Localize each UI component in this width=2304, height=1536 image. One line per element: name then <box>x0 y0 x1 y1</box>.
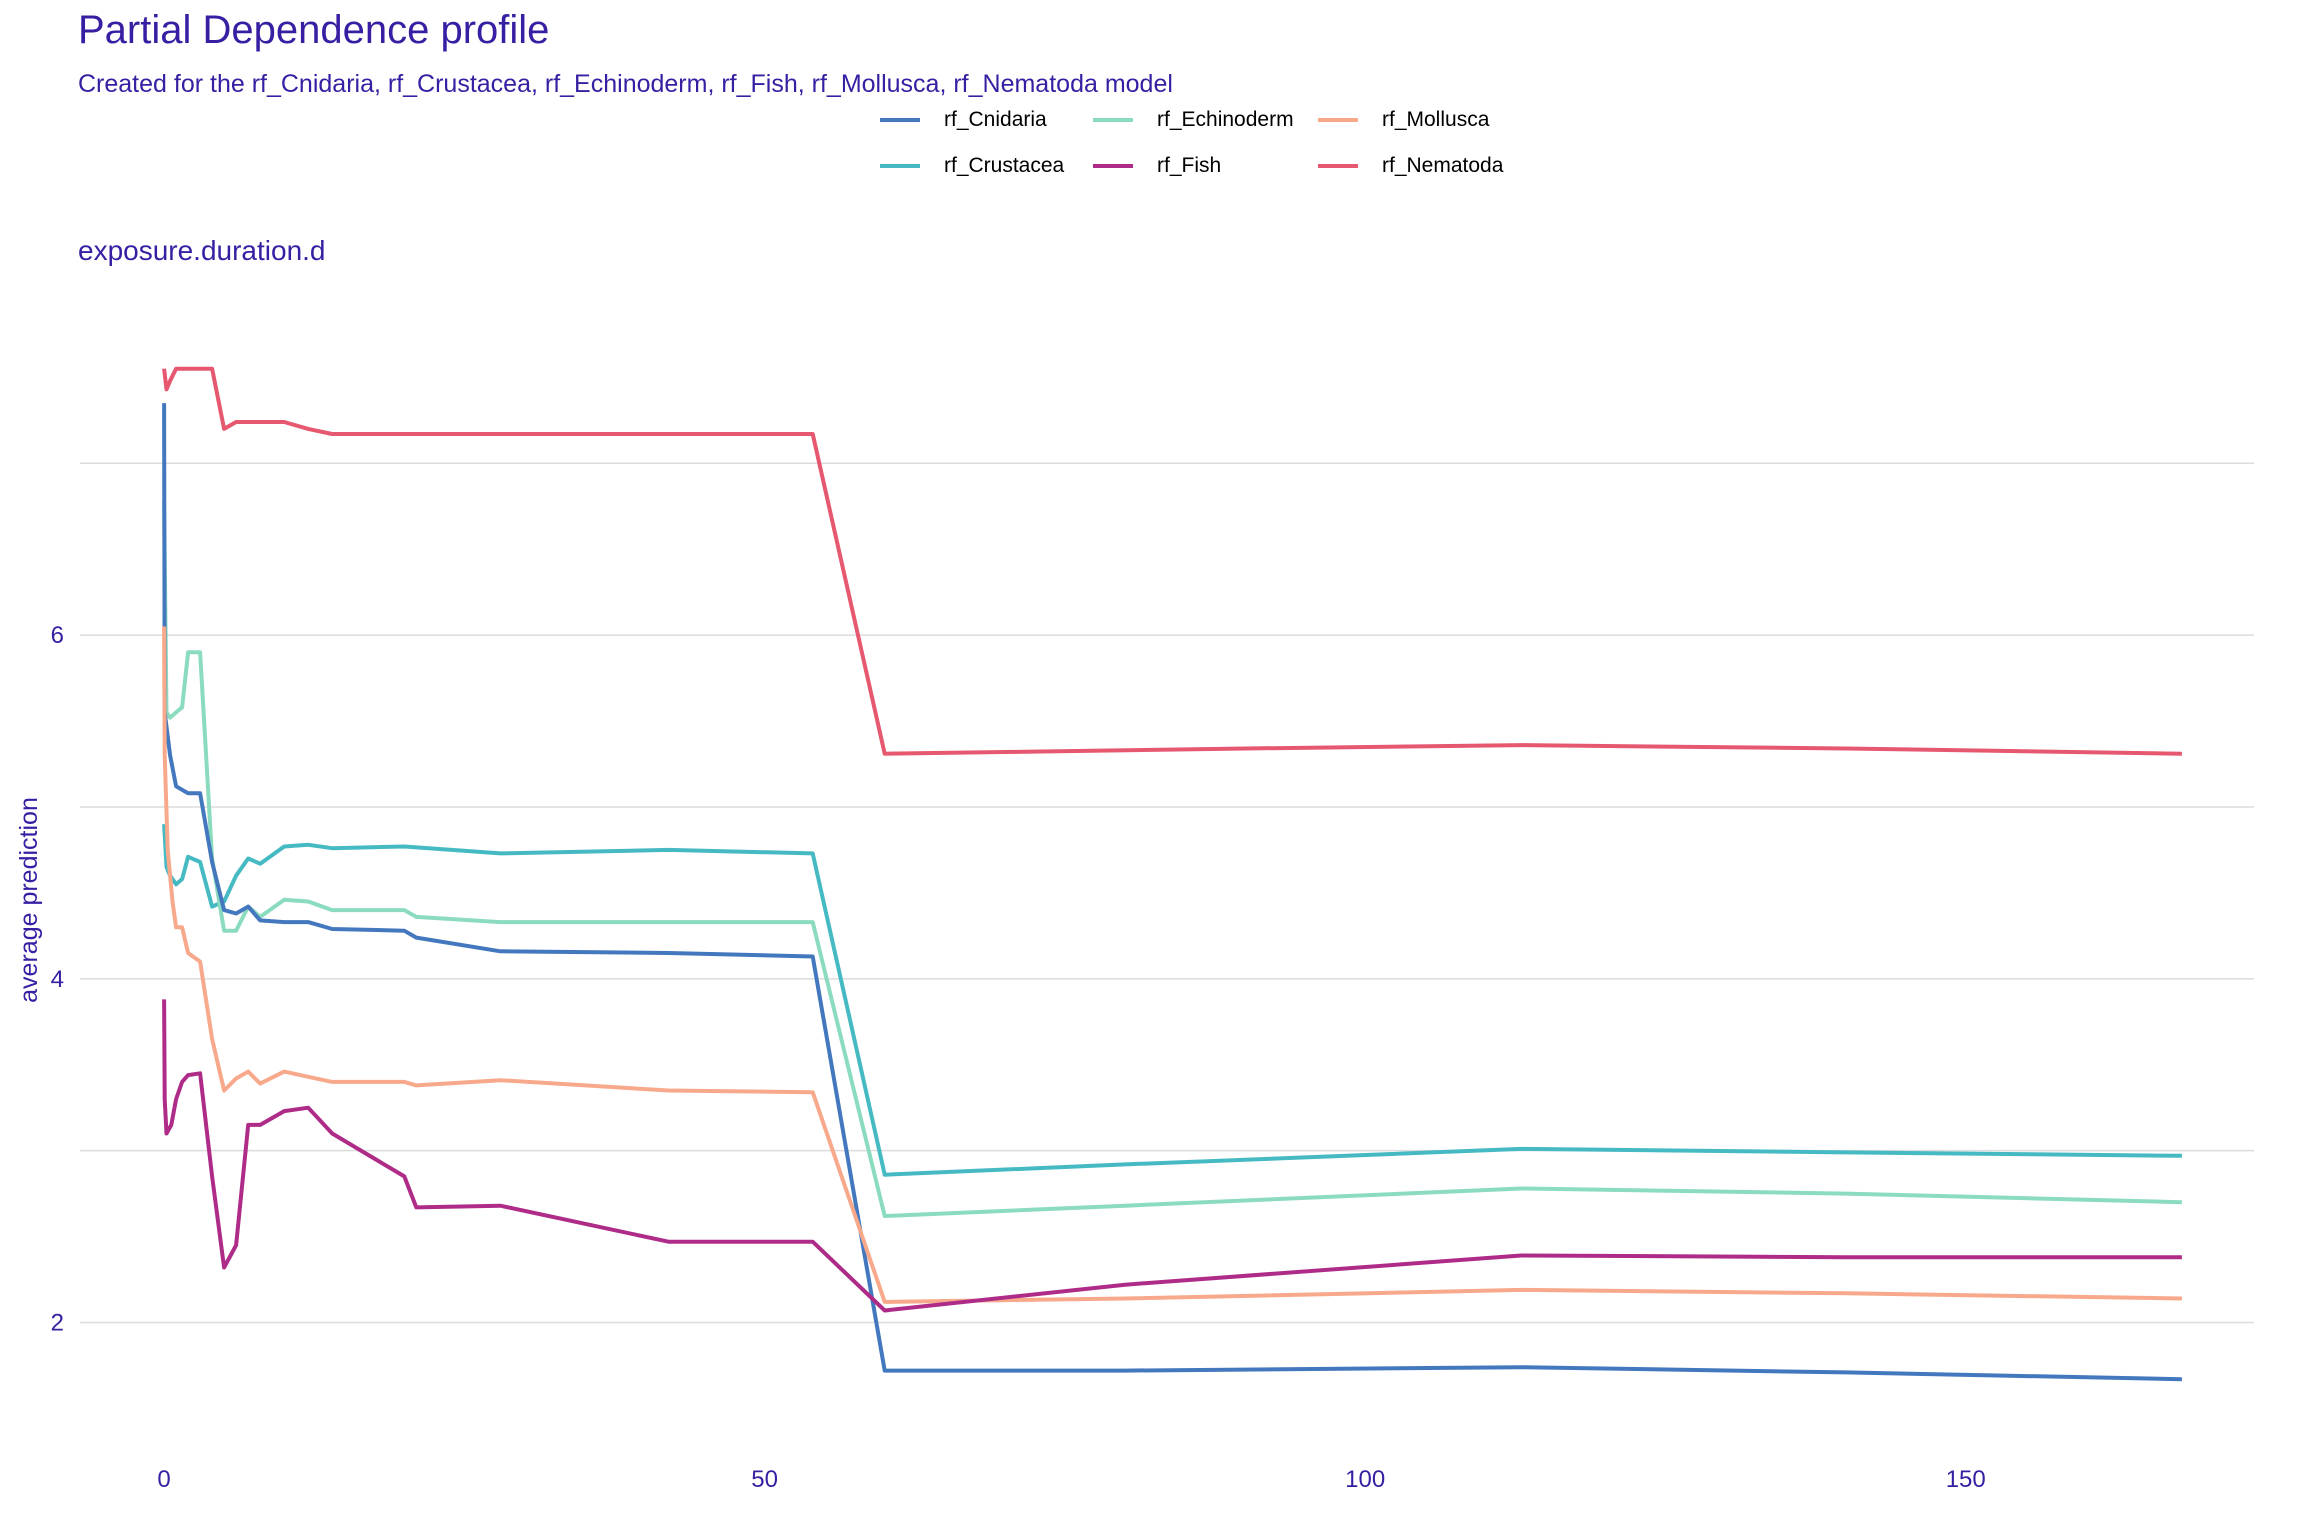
x-tick-label: 50 <box>751 1466 778 1493</box>
series-line-rf-echinoderm <box>162 501 2182 1218</box>
legend-item-rf-echinoderm: rf_Echinoderm <box>1093 108 1294 132</box>
legend: rf_Cnidaria rf_Echinoderm rf_Mollusca rf… <box>880 108 1540 188</box>
legend-label: rf_Nematoda <box>1382 154 1504 177</box>
series-line-rf-crustacea <box>162 823 2182 1177</box>
legend-item-rf-crustacea: rf_Crustacea <box>880 154 1064 178</box>
legend-item-rf-mollusca: rf_Mollusca <box>1318 108 1489 132</box>
y-tick-label: 4 <box>51 966 64 993</box>
legend-label: rf_Crustacea <box>944 154 1065 177</box>
y-tick-label: 6 <box>51 622 64 649</box>
x-tick-labels: 0 50 100 150 <box>157 1466 1985 1493</box>
series-line-rf-cnidaria <box>162 403 2182 1382</box>
x-tick-label: 150 <box>1946 1466 1986 1493</box>
legend-label: rf_Fish <box>1157 154 1222 177</box>
series-line-rf-mollusca <box>162 626 2182 1304</box>
y-tick-labels: 2 4 6 <box>51 622 64 1336</box>
legend-item-rf-nematoda: rf_Nematoda <box>1318 154 1503 178</box>
chart-subtitle: Created for the rf_Cnidaria, rf_Crustace… <box>78 70 1173 98</box>
legend-item-rf-cnidaria: rf_Cnidaria <box>880 108 1047 132</box>
legend-swatch <box>1318 164 1358 168</box>
legend-swatch <box>880 164 920 168</box>
legend-swatch <box>880 118 920 122</box>
legend-label: rf_Cnidaria <box>944 108 1047 131</box>
legend-label: rf_Echinoderm <box>1157 108 1294 131</box>
legend-swatch <box>1318 118 1358 122</box>
series-line-rf-nematoda <box>162 366 2182 756</box>
legend-swatch <box>1093 164 1133 168</box>
x-tick-label: 0 <box>157 1466 170 1493</box>
y-axis-title: average prediction <box>15 797 43 1003</box>
legend-label: rf_Mollusca <box>1382 108 1490 131</box>
chart-title: Partial Dependence profile <box>78 8 550 52</box>
legend-item-rf-fish: rf_Fish <box>1093 154 1221 178</box>
legend-swatch <box>1093 118 1133 122</box>
y-tick-label: 2 <box>51 1310 64 1337</box>
facet-label: exposure.duration.d <box>78 235 326 266</box>
gridlines <box>80 462 2254 1324</box>
series-line-rf-fish <box>162 999 2182 1313</box>
series-lines <box>162 366 2182 1382</box>
x-tick-label: 100 <box>1345 1466 1385 1493</box>
